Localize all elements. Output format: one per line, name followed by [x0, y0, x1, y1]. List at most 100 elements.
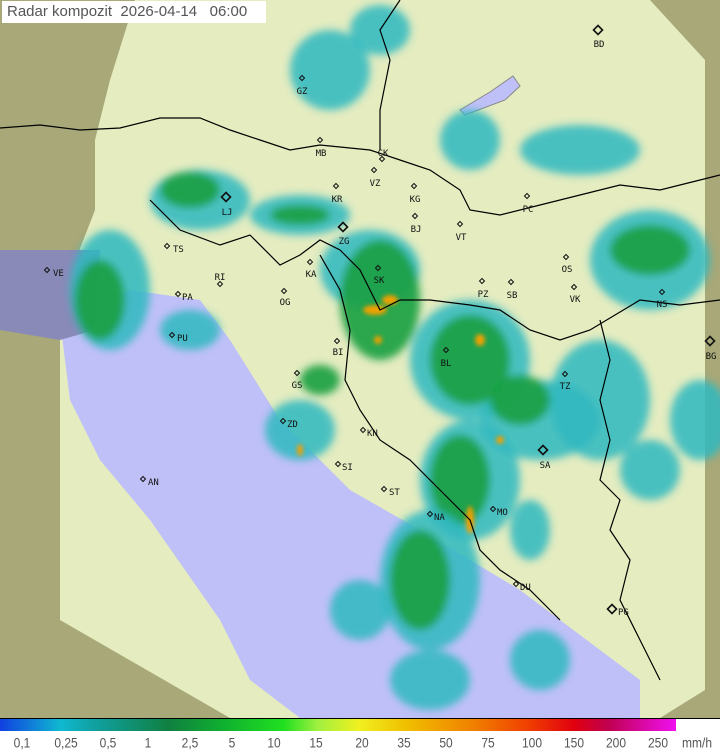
city-pc: PC: [523, 192, 534, 215]
city-an: AN: [139, 475, 159, 488]
rain-echo: [510, 630, 570, 690]
legend-tick: 0,25: [54, 734, 78, 751]
rain-echo: [440, 110, 500, 170]
city-vt: VT: [456, 220, 467, 243]
city-label: SI: [342, 463, 353, 473]
city-pg: PG: [606, 603, 629, 618]
legend-tick: 1: [144, 734, 152, 751]
city-ts: TS: [163, 242, 184, 255]
city-label: VK: [570, 295, 581, 305]
city-label: OG: [280, 298, 291, 308]
rain-echo: [490, 375, 550, 425]
city-label: KR: [332, 195, 343, 205]
radar-map[interactable]: GZ BD MB CK VZ KR KG LJ ZG BJ VT PC TS VE RI KA SK OG PA PU…: [0, 0, 720, 719]
city-label: GS: [292, 381, 303, 391]
city-marker-icon: [43, 266, 51, 274]
city-pu: PU: [168, 331, 188, 344]
city-na: NA: [426, 510, 445, 523]
city-tz: TZ: [560, 370, 571, 392]
legend-tick: 5: [228, 734, 236, 751]
city-label: MO: [497, 508, 508, 518]
city-marker-icon: [592, 24, 604, 36]
city-label: VT: [456, 233, 467, 243]
city-marker-icon: [378, 155, 386, 163]
legend-tick: 100: [521, 734, 543, 751]
city-label: CK: [378, 149, 389, 159]
city-label: SA: [540, 461, 551, 471]
city-marker-icon: [380, 485, 388, 493]
rain-echoes: [70, 5, 720, 710]
city-marker-icon: [163, 242, 171, 250]
city-marker-icon: [410, 182, 418, 190]
city-marker-icon: [334, 460, 342, 468]
city-zg: ZG: [337, 221, 349, 247]
city-label: ZD: [287, 420, 298, 430]
city-kn: KN: [359, 426, 378, 439]
city-label: PG: [618, 608, 629, 618]
city-label: TZ: [560, 382, 571, 392]
rain-echo: [265, 400, 335, 460]
city-ka: KA: [306, 258, 317, 280]
city-sk: SK: [374, 264, 385, 286]
city-marker-icon: [562, 253, 570, 261]
legend-tick: 150: [563, 734, 585, 751]
legend-tick: 35: [397, 734, 411, 751]
city-label: NS: [657, 300, 668, 310]
date: 2026-04-14: [120, 3, 198, 20]
city-marker-icon: [337, 221, 349, 233]
city-label: KG: [410, 195, 421, 205]
city-label: VZ: [370, 179, 381, 189]
city-label: PA: [182, 293, 193, 303]
city-label: SK: [374, 276, 385, 286]
map-title: Radar kompozit 2026-04-14 06:00: [2, 1, 266, 23]
country-borders: [0, 0, 720, 681]
city-vk: VK: [570, 283, 581, 305]
city-mb: MB: [316, 136, 326, 159]
city-label: ST: [389, 488, 400, 498]
city-label: NA: [434, 513, 445, 523]
city-markers: GZ BD MB CK VZ KR KG LJ ZG BJ VT PC TS VE RI KA SK OG PA PU…: [43, 24, 716, 618]
legend-tick: 20: [355, 734, 369, 751]
sea-adriatic: [60, 290, 640, 718]
city-label: BD: [594, 40, 605, 50]
legend-tick: 10: [267, 734, 281, 751]
city-bi: BI: [333, 337, 343, 358]
legend-tick: 50: [439, 734, 453, 751]
city-marker-icon: [442, 346, 450, 354]
city-marker-icon: [606, 603, 618, 615]
city-marker-icon: [333, 337, 341, 345]
city-zd: ZD: [279, 417, 298, 430]
city-kr: KR: [332, 182, 343, 205]
rain-echo: [620, 440, 680, 500]
city-gz: GZ: [297, 74, 308, 97]
legend-tick: 0,1: [13, 734, 31, 751]
city-label: RI: [215, 273, 226, 283]
city-bg: BG: [704, 335, 716, 362]
city-ri: RI: [215, 273, 226, 288]
city-marker-icon: [174, 290, 182, 298]
city-label: PC: [523, 205, 534, 215]
heavy-rain-cell: [297, 444, 303, 456]
heavy-rain-cell: [374, 336, 382, 344]
city-ns: NS: [657, 288, 668, 310]
city-marker-icon: [507, 278, 515, 286]
legend-tick: 75: [481, 734, 495, 751]
legend-tick: 15: [309, 734, 323, 751]
city-label: LJ: [222, 208, 233, 218]
city-marker-icon: [139, 475, 147, 483]
rain-echo: [510, 500, 550, 560]
city-si: SI: [334, 460, 353, 473]
city-pa: PA: [174, 290, 193, 303]
city-label: KN: [367, 429, 378, 439]
city-marker-icon: [168, 331, 176, 339]
city-vz: VZ: [370, 166, 381, 189]
rain-echo: [610, 225, 690, 275]
rain-echo: [670, 380, 720, 460]
city-marker-icon: [293, 369, 301, 377]
city-lj: LJ: [220, 191, 233, 218]
city-label: PZ: [478, 290, 489, 300]
city-marker-icon: [359, 426, 367, 434]
city-st: ST: [380, 485, 400, 498]
city-marker-icon: [456, 220, 464, 228]
city-label: AN: [148, 478, 159, 488]
